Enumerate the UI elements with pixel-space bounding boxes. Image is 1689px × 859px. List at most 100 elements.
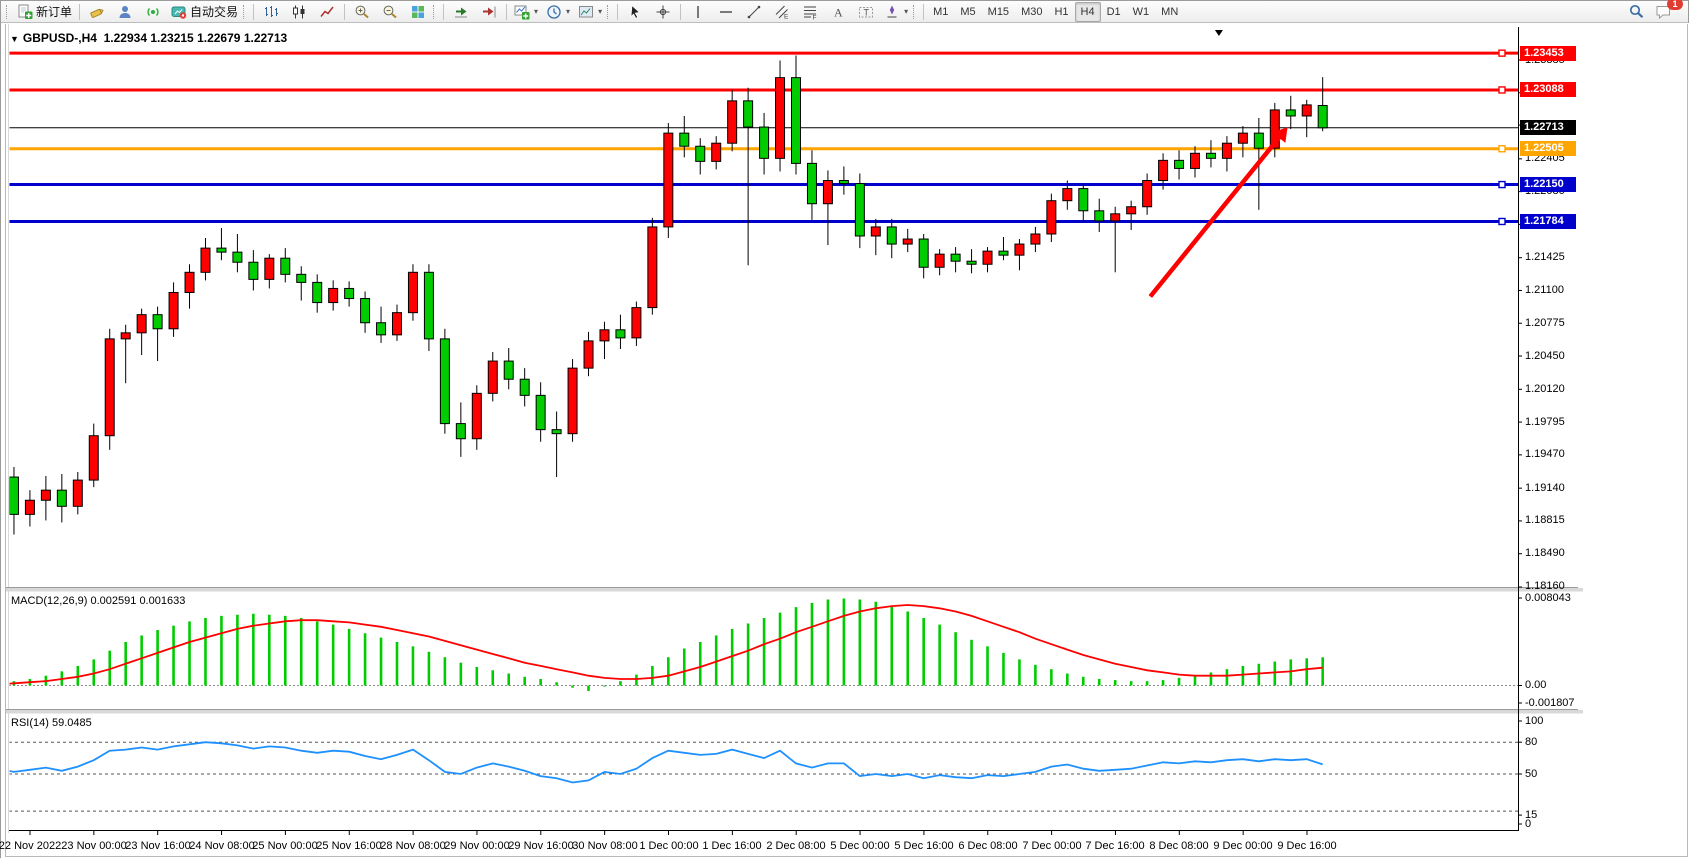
svg-text:T: T xyxy=(864,7,870,17)
price-level-badge[interactable]: 1.22505 xyxy=(1520,141,1576,156)
toolbar-grip[interactable] xyxy=(433,4,437,19)
zoom-out-button[interactable] xyxy=(376,1,404,23)
current-price-badge[interactable]: 1.22713 xyxy=(1520,120,1576,135)
date-label: 7 Dec 00:00 xyxy=(1022,840,1082,852)
candle-body xyxy=(503,360,514,380)
toolbar-grip[interactable] xyxy=(913,4,917,19)
horizontal-line-button[interactable] xyxy=(712,1,740,23)
crosshair-button[interactable] xyxy=(649,1,677,23)
candle-body xyxy=(1062,188,1073,202)
pane-splitter[interactable] xyxy=(6,588,1583,592)
candle-body xyxy=(1205,152,1216,159)
vertical-line-icon xyxy=(690,4,706,20)
price-level-badge[interactable]: 1.22150 xyxy=(1520,177,1576,192)
candle-body xyxy=(1285,109,1296,117)
candle-body xyxy=(40,489,51,501)
candle-body xyxy=(24,499,35,515)
y-tick-label: 1.19795 xyxy=(1525,416,1565,428)
horizontal-line-icon xyxy=(718,4,734,20)
toolbar-grip[interactable] xyxy=(607,4,611,19)
auto-trading-button[interactable]: 自动交易 xyxy=(167,1,242,23)
timeframe-m30-button[interactable]: M30 xyxy=(1021,5,1043,18)
signal-button[interactable] xyxy=(139,1,167,23)
text-button[interactable]: A xyxy=(824,1,852,23)
date-label: 30 Nov 08:00 xyxy=(572,840,638,852)
chart-shift-button[interactable] xyxy=(475,1,503,23)
line-handle[interactable] xyxy=(1498,217,1506,226)
timeframe-w1-button[interactable]: W1 xyxy=(1132,5,1150,18)
candle-body xyxy=(870,226,881,237)
timeframe-m5-button[interactable]: M5 xyxy=(960,5,976,18)
pane-splitter[interactable] xyxy=(6,710,1583,714)
trendline-button[interactable] xyxy=(740,1,768,23)
highlighter-button[interactable] xyxy=(83,1,111,23)
timeframe-h1-button[interactable]: H1 xyxy=(1054,5,1069,18)
new-chart-button[interactable]: ▾ xyxy=(510,1,542,23)
tile-windows-button[interactable] xyxy=(404,1,432,23)
notifications-button[interactable]: 1 xyxy=(1650,0,1683,23)
ohlc-close: 1.22713 xyxy=(243,31,288,45)
timeframe-m1-button[interactable]: M1 xyxy=(933,5,949,18)
candle-body xyxy=(822,180,833,205)
price-level-badge[interactable]: 1.23453 xyxy=(1520,46,1576,61)
shift-marker-icon[interactable] xyxy=(1214,30,1223,36)
notification-count-badge: 1 xyxy=(1667,0,1683,10)
candle-body xyxy=(312,281,323,304)
candle-body xyxy=(1094,210,1105,222)
fibonacci-button[interactable]: F xyxy=(796,1,824,23)
y-tick-label: 1.20450 xyxy=(1525,350,1565,362)
candle-body xyxy=(120,332,131,340)
toolbar-grip[interactable] xyxy=(243,4,247,19)
new-order-button[interactable]: 新订单 xyxy=(13,1,76,23)
price-level-badge[interactable]: 1.23088 xyxy=(1520,82,1576,97)
candle-body xyxy=(296,273,307,283)
candle-body xyxy=(471,392,482,440)
toolbar-separator xyxy=(79,3,81,20)
line-handle[interactable] xyxy=(1498,49,1506,57)
toolbar-separator xyxy=(344,3,346,20)
line-chart-button[interactable] xyxy=(313,1,341,23)
text-label-button[interactable]: T xyxy=(852,1,880,23)
candle-body xyxy=(1158,159,1169,182)
auto-scroll-button[interactable] xyxy=(447,1,475,23)
date-label: 29 Nov 00:00 xyxy=(444,840,510,852)
line-handle[interactable] xyxy=(1498,180,1506,189)
candle-body xyxy=(88,435,99,481)
bars-chart-button[interactable] xyxy=(257,1,285,23)
timeframe-mn-button[interactable]: MN xyxy=(1161,5,1179,18)
date-label: 1 Dec 00:00 xyxy=(639,840,699,852)
timeframe-d1-button[interactable]: D1 xyxy=(1106,5,1121,18)
candle-body xyxy=(1046,200,1057,235)
candle-body xyxy=(1301,104,1312,117)
channel-button[interactable]: E xyxy=(768,1,796,23)
crosshair-icon xyxy=(655,4,671,20)
vertical-line-button[interactable] xyxy=(684,1,712,23)
zoom-in-button[interactable] xyxy=(348,1,376,23)
y-tick-label: 1.19140 xyxy=(1525,482,1565,494)
rsi-axis-label: 50 xyxy=(1525,768,1538,780)
new-order-icon xyxy=(17,4,33,20)
chart-menu-expander-icon[interactable]: ▼ xyxy=(10,34,19,44)
ohlc-open: 1.22934 xyxy=(103,31,147,45)
candle-body xyxy=(1030,233,1041,245)
macd-axis-label: -0.001807 xyxy=(1525,697,1575,709)
candle-body xyxy=(280,257,291,275)
candle-body xyxy=(775,77,786,159)
line-handle[interactable] xyxy=(1498,145,1506,153)
line-handle[interactable] xyxy=(1498,86,1506,94)
indicators-button[interactable]: ▾ xyxy=(574,1,606,23)
timeframe-m15-button[interactable]: M15 xyxy=(987,5,1010,18)
price-level-badge[interactable]: 1.21784 xyxy=(1520,214,1576,229)
profile-button[interactable] xyxy=(111,1,139,23)
date-label: 5 Dec 16:00 xyxy=(894,840,954,852)
period-button[interactable]: ▾ xyxy=(542,1,574,23)
candles-chart-button[interactable] xyxy=(285,1,313,23)
cursor-button[interactable] xyxy=(621,1,649,23)
arrow-annotation[interactable] xyxy=(1148,131,1285,298)
date-label: 9 Dec 00:00 xyxy=(1213,840,1273,852)
search-button[interactable] xyxy=(1622,1,1650,23)
timeframe-h4-button[interactable]: H4 xyxy=(1074,1,1101,22)
toolbar-grip[interactable] xyxy=(6,4,10,19)
arrows-button[interactable]: ▾ xyxy=(880,1,912,23)
